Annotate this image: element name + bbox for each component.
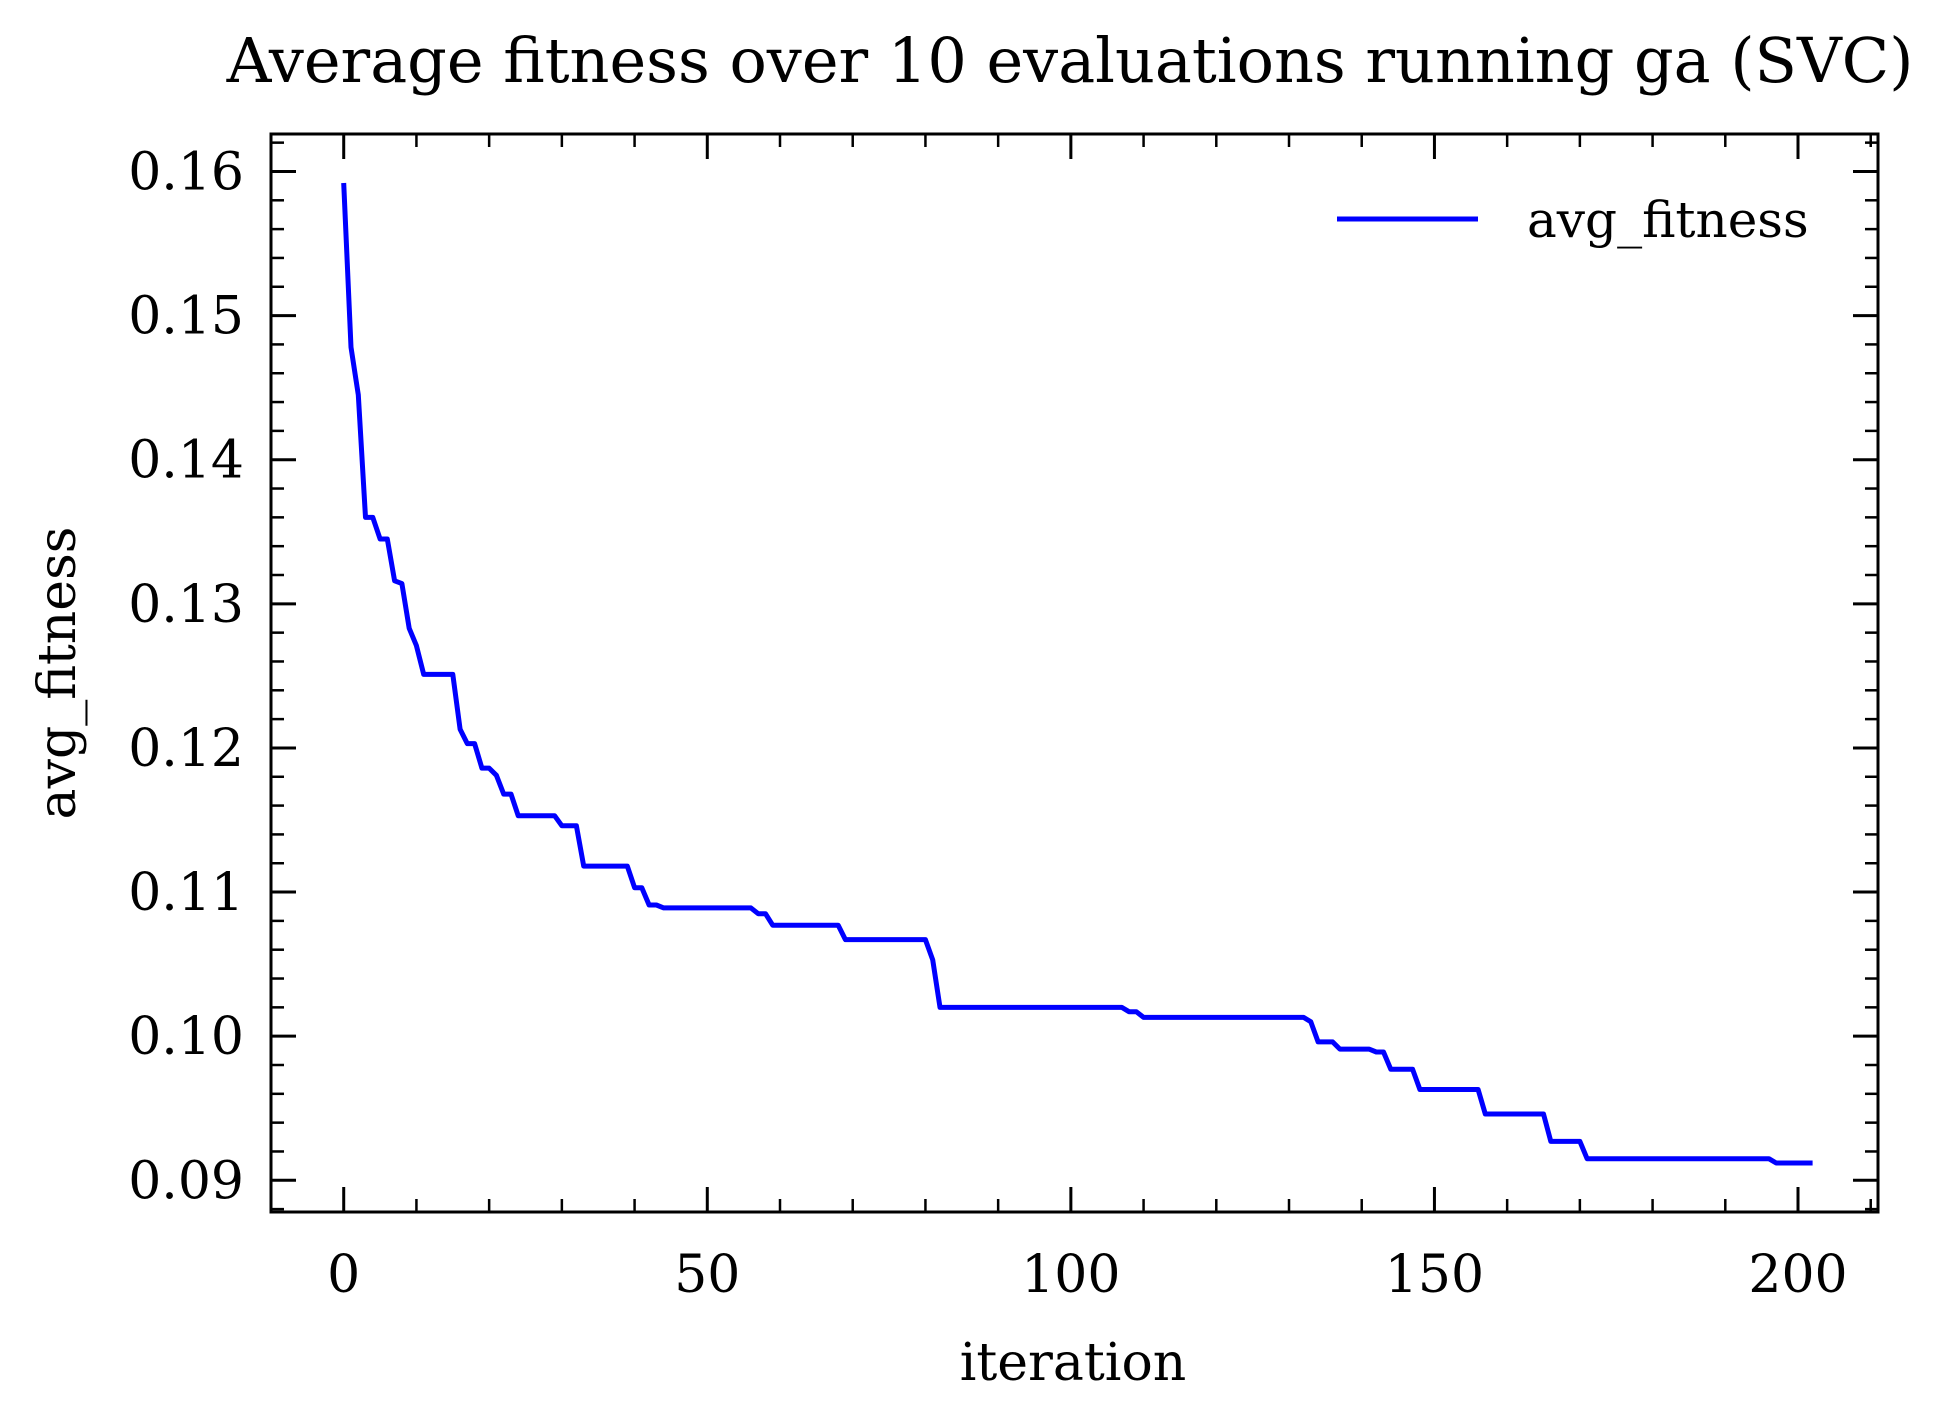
y-axis-label: avg_fitness xyxy=(28,527,88,820)
y-tick-label: 0.12 xyxy=(128,719,244,779)
y-tick-label: 0.11 xyxy=(128,863,244,923)
legend: avg_fitness xyxy=(1337,191,1809,249)
series-line-avg-fitness xyxy=(341,182,1813,1166)
x-tick-label: 200 xyxy=(1748,1245,1847,1305)
x-tick-labels: 0 50 100 150 200 xyxy=(327,1245,1847,1305)
plot-frame xyxy=(269,132,1880,1214)
x-tick-label: 150 xyxy=(1385,1245,1484,1305)
y-tick-label: 0.14 xyxy=(128,431,244,491)
y-tick-label: 0.15 xyxy=(128,287,244,347)
x-tick-label: 100 xyxy=(1021,1245,1120,1305)
y-tick-label: 0.13 xyxy=(128,575,244,635)
y-tick-label: 0.16 xyxy=(128,142,244,202)
major-ticks xyxy=(271,134,1878,1212)
minor-ticks xyxy=(269,134,1878,1212)
x-tick-label: 0 xyxy=(327,1245,360,1305)
x-tick-label: 50 xyxy=(674,1245,740,1305)
legend-label-avg-fitness: avg_fitness xyxy=(1527,191,1809,249)
y-tick-label: 0.10 xyxy=(128,1007,244,1067)
x-axis-label: iteration xyxy=(960,1333,1186,1393)
y-tick-labels: 0.09 0.10 0.11 0.12 0.13 0.14 0.15 0.16 xyxy=(128,142,244,1211)
y-tick-label: 0.09 xyxy=(128,1151,244,1211)
chart-title: Average fitness over 10 evaluations runn… xyxy=(226,24,1914,97)
